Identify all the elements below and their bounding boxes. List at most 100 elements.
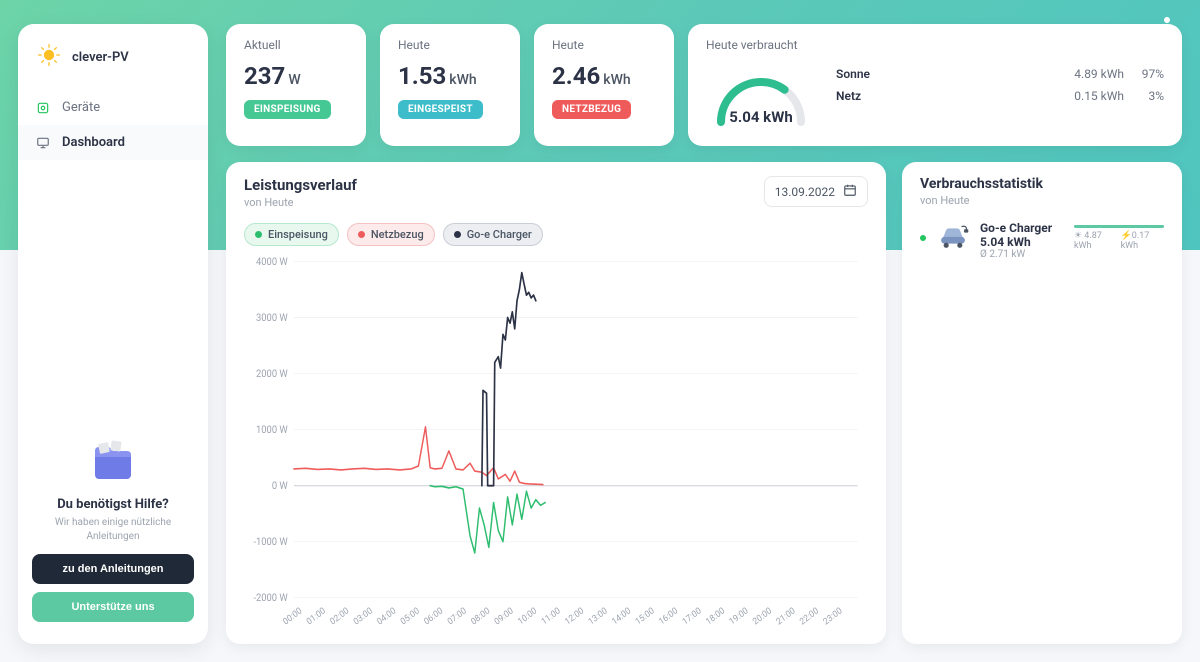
series-Einspeisung [430, 486, 545, 553]
sidebar-item-geräte[interactable]: Geräte [18, 90, 208, 125]
svg-text:03:00: 03:00 [352, 606, 374, 628]
svg-text:00:00: 00:00 [282, 606, 304, 628]
consumption-breakdown: Sonne4.89 kWh97%Netz0.15 kWh3% [836, 63, 1164, 107]
legend-dot [255, 231, 262, 238]
nav-label: Geräte [62, 100, 100, 115]
date-picker[interactable]: 13.09.2022 [764, 176, 868, 207]
stat-label: Aktuell [244, 38, 348, 52]
usage-name: Go-e Charger [980, 221, 1064, 235]
monitor-icon [36, 136, 50, 150]
chart-card: Leistungsverlauf von Heute 13.09.2022 Ei… [226, 162, 886, 644]
gauge-value: 5.04 kWh [706, 108, 816, 126]
svg-text:12:00: 12:00 [563, 606, 585, 628]
legend-dot [358, 231, 365, 238]
usage-item: Go-e Charger5.04 kWhØ 2.71 kW ☀ 4.87 kWh⚡… [920, 221, 1164, 260]
legend-dot [454, 231, 461, 238]
support-us-button[interactable]: Unterstütze uns [32, 592, 194, 622]
svg-text:02:00: 02:00 [329, 606, 351, 628]
consumption-row: Sonne4.89 kWh97% [836, 63, 1164, 85]
svg-text:09:00: 09:00 [493, 606, 515, 628]
calendar-icon [843, 183, 857, 200]
svg-text:21:00: 21:00 [775, 606, 797, 628]
chart-area: -2000 W -1000 W 0 W 1000 W 2000 W 3000 W 4000 … [244, 250, 868, 630]
usage-title: Verbrauchsstatistik [920, 176, 1164, 192]
legend-label: Netzbezug [371, 228, 424, 241]
stat-unit: kWh [449, 72, 476, 88]
svg-text:05:00: 05:00 [399, 606, 421, 628]
svg-text:16:00: 16:00 [657, 606, 679, 628]
svg-text:2000 W: 2000 W [256, 369, 288, 381]
ev-charger-icon [936, 221, 970, 255]
svg-text:0 W: 0 W [272, 481, 288, 493]
stat-card-0: Aktuell 237W EINSPEISUNG [226, 24, 366, 146]
svg-text:22:00: 22:00 [798, 606, 820, 628]
svg-text:19:00: 19:00 [728, 606, 750, 628]
usage-avg: Ø 2.71 kW [980, 249, 1064, 260]
brand: clever-PV [18, 42, 208, 90]
svg-text:-2000 W: -2000 W [253, 593, 287, 605]
svg-text:01:00: 01:00 [305, 606, 327, 628]
usage-card: Verbrauchsstatistik von Heute Go-e Charg… [902, 162, 1182, 644]
legend-pill-go-e-charger[interactable]: Go-e Charger [443, 223, 543, 246]
usage-total: 5.04 kWh [980, 235, 1064, 249]
legend-pill-einspeisung[interactable]: Einspeisung [244, 223, 339, 246]
stat-card-2: Heute 2.46kWh NETZBEZUG [534, 24, 674, 146]
sidebar-item-dashboard[interactable]: Dashboard [18, 125, 208, 160]
svg-text:20:00: 20:00 [751, 606, 773, 628]
chart-title: Leistungsverlauf [244, 176, 357, 194]
nav-label: Dashboard [62, 135, 125, 150]
stat-unit: W [288, 72, 300, 88]
stat-label: Heute [398, 38, 502, 52]
status-dot [920, 235, 926, 241]
svg-text:17:00: 17:00 [681, 606, 703, 628]
svg-text:18:00: 18:00 [704, 606, 726, 628]
stat-badge: NETZBEZUG [552, 100, 631, 119]
svg-text:04:00: 04:00 [376, 606, 398, 628]
consumption-row: Netz0.15 kWh3% [836, 85, 1164, 107]
brand-name: clever-PV [72, 50, 129, 65]
stat-unit: kWh [603, 72, 630, 88]
svg-text:13:00: 13:00 [587, 606, 609, 628]
help-subtitle: Wir haben einige nützliche Anleitungen [32, 516, 194, 544]
usage-subtitle: von Heute [920, 194, 1164, 207]
stat-badge: EINSPEISUNG [244, 100, 331, 119]
stat-card-1: Heute 1.53kWh EINGESPEIST [380, 24, 520, 146]
consumption-card: Heute verbraucht 5.04 kWh Sonne4.89 kWh97%… [688, 24, 1182, 146]
stat-badge: EINGESPEIST [398, 100, 483, 119]
stat-value: 1.53 [398, 62, 446, 90]
series-Go-e Charger [482, 273, 536, 486]
legend-label: Go-e Charger [467, 228, 532, 241]
legend-pill-netzbezug[interactable]: Netzbezug [347, 223, 435, 246]
stat-label: Heute [552, 38, 656, 52]
svg-text:4000 W: 4000 W [256, 257, 288, 269]
help-guides-button[interactable]: zu den Anleitungen [32, 554, 194, 584]
help-box: Du benötigst Hilfe? Wir haben einige nüt… [18, 439, 208, 630]
help-title: Du benötigst Hilfe? [32, 497, 194, 512]
svg-text:1000 W: 1000 W [256, 425, 288, 437]
stat-value: 2.46 [552, 62, 600, 90]
stat-value: 237 [244, 62, 285, 90]
svg-text:-1000 W: -1000 W [253, 537, 287, 549]
svg-text:07:00: 07:00 [446, 606, 468, 628]
device-icon [36, 101, 50, 115]
folder-icon [32, 439, 194, 489]
consumption-label: Heute verbraucht [706, 38, 816, 52]
date-value: 13.09.2022 [775, 185, 835, 199]
svg-text:11:00: 11:00 [540, 606, 562, 628]
usage-breakdown: ☀ 4.87 kWh⚡0.17 kWh [1074, 231, 1164, 251]
gauge: 5.04 kWh [706, 62, 816, 132]
svg-text:3000 W: 3000 W [256, 313, 288, 325]
user-icon[interactable] [1158, 14, 1176, 36]
sun-icon [36, 42, 62, 72]
legend-label: Einspeisung [268, 228, 328, 241]
svg-text:15:00: 15:00 [634, 606, 656, 628]
usage-progress [1074, 225, 1164, 228]
series-Netzbezug [294, 427, 543, 485]
svg-text:23:00: 23:00 [822, 606, 844, 628]
chart-subtitle: von Heute [244, 196, 357, 209]
svg-text:14:00: 14:00 [610, 606, 632, 628]
svg-text:06:00: 06:00 [423, 606, 445, 628]
svg-text:10:00: 10:00 [517, 606, 539, 628]
sidebar: clever-PV Geräte Dashboard Du benötigst H… [18, 24, 208, 644]
svg-text:08:00: 08:00 [470, 606, 492, 628]
